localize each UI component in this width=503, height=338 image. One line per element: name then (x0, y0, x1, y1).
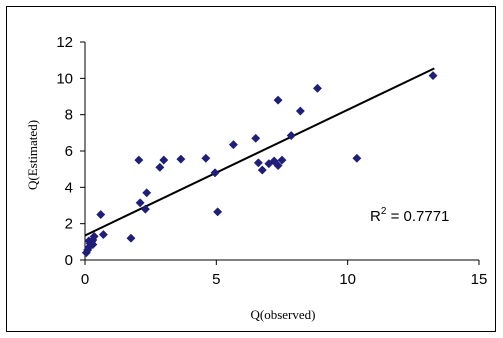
x-tick-label: 15 (471, 271, 488, 288)
r2-prefix: R (370, 208, 381, 225)
data-point (201, 153, 211, 163)
y-tick-label: 10 (56, 70, 73, 87)
data-point (312, 83, 323, 93)
y-tick-label: 8 (65, 107, 73, 124)
data-point (142, 188, 152, 198)
y-tick-label: 6 (65, 143, 73, 160)
y-tick-label: 12 (56, 34, 73, 51)
data-point (257, 165, 267, 175)
data-point (253, 158, 263, 168)
data-point (251, 133, 261, 143)
data-point (140, 204, 150, 214)
y-tick-label: 4 (65, 179, 73, 196)
x-tick-label: 5 (212, 271, 220, 288)
data-point (286, 131, 296, 141)
data-point (135, 198, 145, 208)
data-point (210, 168, 220, 178)
x-tick-label: 0 (81, 271, 89, 288)
data-point (228, 140, 238, 150)
data-point (213, 207, 223, 217)
data-points (81, 71, 438, 258)
y-tick-label: 0 (65, 252, 73, 269)
r2-sup: 2 (381, 206, 387, 217)
data-point (273, 95, 283, 105)
y-tick-label: 2 (65, 216, 73, 233)
axes: 0 5 10 15 0 2 4 6 8 10 12 (56, 34, 487, 288)
chart-frame: 0 5 10 15 0 2 4 6 8 10 12 R2 = 0.7771 Q(observed) … (6, 6, 496, 332)
data-point (96, 210, 106, 220)
data-point (176, 154, 186, 164)
x-axis-title: Q(observed) (251, 307, 316, 322)
data-point (428, 71, 438, 81)
data-point (277, 155, 287, 165)
data-point (89, 231, 99, 241)
data-point (295, 106, 305, 116)
data-point (134, 155, 144, 165)
y-axis-title: Q(Estimated) (25, 120, 40, 190)
data-point (273, 160, 283, 171)
r2-suffix: = 0.7771 (386, 208, 449, 225)
data-point (159, 155, 169, 165)
r-squared-annotation: R2 = 0.7771 (370, 206, 449, 225)
data-point (98, 230, 108, 240)
data-point (155, 162, 165, 172)
data-point (352, 153, 362, 163)
data-point (88, 240, 98, 250)
data-point (126, 233, 136, 243)
x-tick-label: 10 (339, 271, 356, 288)
